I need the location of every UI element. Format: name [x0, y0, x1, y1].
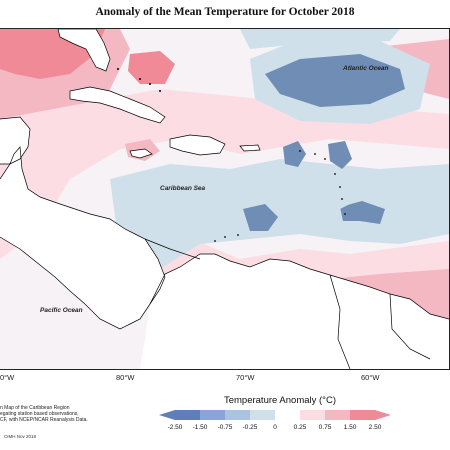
land-cuba — [70, 87, 165, 123]
source-note-line: n Map of the Caribbean Region — [0, 405, 70, 411]
cool-anomaly-region-atlantic-strong — [265, 54, 405, 107]
legend-swatch — [325, 410, 351, 420]
source-note-line: egating station based observations, — [0, 411, 79, 418]
cool-anomaly-region-leewards — [328, 141, 352, 169]
pacific-ocean-label: Pacific Ocean — [40, 307, 83, 314]
legend-swatch — [200, 410, 226, 420]
legend-arrow-left — [159, 410, 175, 420]
legend-tick-label: -0.25 — [242, 424, 258, 431]
land-yucatan — [0, 117, 30, 164]
legend-title: Temperature Anomaly (°C) — [223, 395, 337, 406]
cool-anomaly-region-windwards — [340, 201, 385, 224]
warm-anomaly-region-bahamas — [128, 51, 175, 84]
legend-swatch — [250, 410, 276, 420]
caribbean-sea-label: Caribbean Sea — [160, 185, 206, 192]
legend-swatch — [350, 410, 376, 420]
land-hispaniola — [170, 135, 225, 155]
legend-tick-label: 0 — [273, 424, 277, 431]
anomaly-map — [0, 29, 449, 369]
lon-tick-label: 60°W — [361, 373, 380, 382]
cool-anomaly-region-trinidad — [310, 194, 350, 214]
source-note: n Map of the Caribbean Region egating st… — [0, 405, 120, 424]
color-legend — [159, 410, 391, 420]
warm-anomaly-region-central — [0, 89, 449, 259]
small-islands — [117, 68, 346, 242]
cool-anomaly-region-atlantic-north — [240, 29, 400, 49]
legend-tick-label: -1.50 — [192, 424, 208, 431]
legend-arrow-right — [375, 410, 391, 420]
coastlines — [0, 29, 449, 369]
land-puerto-rico — [240, 145, 260, 151]
land-south-america — [140, 254, 449, 369]
legend-tick-label: 0.25 — [293, 424, 307, 431]
legend-tick-label: 1.50 — [343, 424, 357, 431]
land-florida — [58, 29, 110, 71]
credit-text: CIMH Nov 2018 — [4, 434, 37, 439]
legend-tick-label: 0.75 — [318, 424, 332, 431]
lon-tick-label: 0°W — [0, 373, 15, 382]
map-frame: Atlantic Ocean Caribbean Sea Pacific Oce… — [0, 28, 450, 370]
legend-swatch — [225, 410, 251, 420]
cool-anomaly-region-pr — [283, 141, 306, 167]
cool-anomaly-region-venezuela-coast — [243, 204, 278, 231]
legend-tick-label: -0.75 — [217, 424, 233, 431]
source-note-line: CF, with NCEP/NCAR Reanalysis Data. — [0, 417, 88, 424]
legend-swatch — [275, 410, 301, 420]
legend-tick-label: -2.50 — [167, 424, 183, 431]
lon-tick-label: 70°W — [236, 373, 255, 382]
legend-tick-label: 2.50 — [368, 424, 382, 431]
cool-anomaly-region-caribbean — [110, 159, 449, 269]
legend-swatch — [175, 410, 201, 420]
map-title: Anomaly of the Mean Temperature for Octo… — [95, 6, 355, 18]
lon-tick-label: 80°W — [116, 373, 135, 382]
land-central-america — [0, 147, 165, 329]
atlantic-ocean-label: Atlantic Ocean — [343, 65, 389, 72]
legend-swatch — [300, 410, 326, 420]
